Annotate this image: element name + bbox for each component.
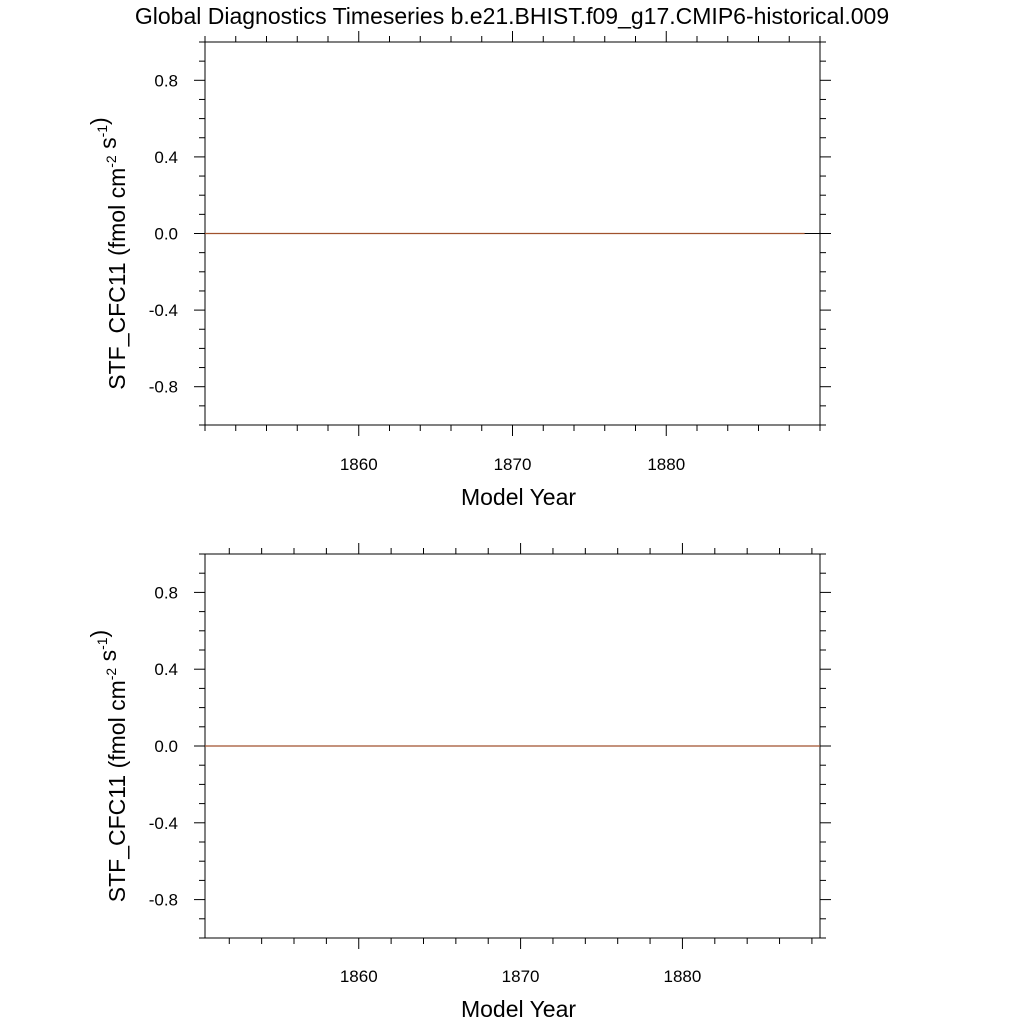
- y-tick-label: 0.8: [154, 583, 178, 602]
- bottom-panel: 1860 1870 1880 0.8 0.4 0.0 -0.4 -0.8 Model Year S…: [86, 543, 831, 1022]
- y-axis-title-exponent: -2: [103, 668, 119, 681]
- y-tick-label: -0.8: [149, 891, 178, 910]
- x-tick-label: 1860: [340, 967, 378, 986]
- y-axis-title: STF_CFC11 (fmol cm-2 s-1): [86, 117, 130, 389]
- figure-title: Global Diagnostics Timeseries b.e21.BHIS…: [135, 3, 889, 29]
- y-tick-label: 0.4: [154, 148, 178, 167]
- y-tick-label: -0.4: [149, 814, 178, 833]
- y-axis-title-exponent: -1: [94, 637, 110, 650]
- x-axis-title: Model Year: [461, 484, 576, 510]
- top-panel: 1860 1870 1880 0.8 0.4 0.0 -0.4 -0.8 Model Year S…: [86, 31, 831, 510]
- x-tick-label: 1860: [340, 455, 378, 474]
- y-axis-title-exponent: -1: [94, 125, 110, 138]
- y-tick-label: 0.0: [154, 737, 178, 756]
- y-tick-label: 0.0: [154, 225, 178, 244]
- y-tick-label: -0.8: [149, 378, 178, 397]
- x-tick-label: 1880: [647, 455, 685, 474]
- x-tick-label: 1870: [502, 967, 540, 986]
- y-axis-title: STF_CFC11 (fmol cm-2 s-1): [86, 630, 130, 902]
- y-tick-label: 0.4: [154, 660, 178, 679]
- x-axis-title: Model Year: [461, 996, 576, 1022]
- y-tick-label: 0.8: [154, 71, 178, 90]
- y-tick-label: -0.4: [149, 301, 178, 320]
- y-axis-title-exponent: -2: [103, 155, 119, 168]
- x-tick-label: 1870: [494, 455, 532, 474]
- x-tick-label: 1880: [664, 967, 702, 986]
